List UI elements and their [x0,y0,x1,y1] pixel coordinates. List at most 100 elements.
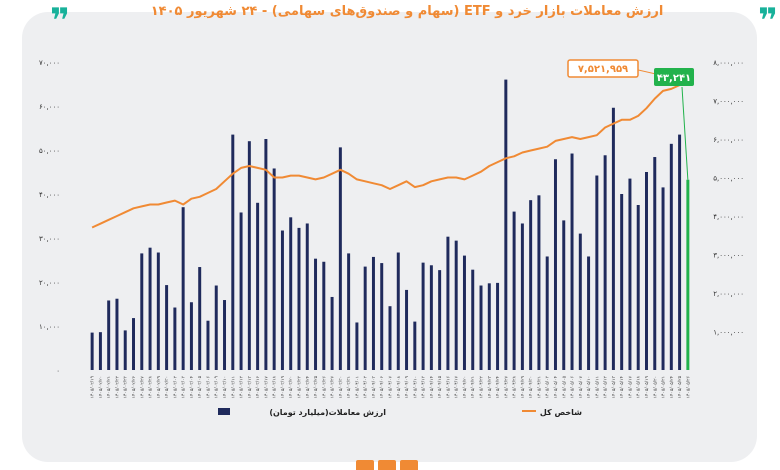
bar [363,266,367,370]
x-axis-tick-label: ۱۴۰۵/۰۳/۳۱ [346,376,352,398]
bar [388,306,392,370]
x-axis-tick-label: ۱۴۰۵/۰۴/۰۱ [354,376,360,398]
bar [173,307,177,370]
bar [140,253,144,370]
bar [578,233,582,370]
x-axis-tick-label: ۱۴۰۵/۰۵/۰۴ [553,375,559,398]
x-axis-tick-label: ۱۴۰۵/۰۳/۱۶ [255,376,261,398]
bar [206,320,210,370]
x-axis-tick-label: ۱۴۰۵/۰۳/۰۵ [197,375,203,398]
x-axis-tick-label: ۱۴۰۵/۰۴/۲۸ [512,375,518,398]
x-axis-tick-label: ۱۴۰۵/۰۴/۱۶ [445,376,451,398]
x-axis-tick-label: ۱۴۰۵/۰۳/۱۸ [272,375,278,398]
x-axis-tick-label: ۱۴۰۵/۰۵/۲۴ [669,375,675,398]
x-axis-tick-label: ۱۴۰۵/۰۲/۲۳ [123,375,129,398]
bar [628,178,632,370]
legend-bar-swatch [218,408,230,415]
x-axis-tick-label: ۱۴۰۵/۰۴/۰۸ [396,375,402,398]
bar [198,267,202,370]
bar [479,285,483,370]
left-axis-tick-label: ۵۰,۰۰۰ [39,147,60,155]
x-axis-tick-label: ۱۴۰۵/۰۴/۱۰ [412,376,418,398]
x-axis-tick-label: ۱۴۰۵/۰۲/۲۷ [139,375,145,398]
bar [280,230,284,370]
x-axis-tick-label: ۱۴۰۵/۰۲/۲۶ [131,376,137,398]
bar [661,187,665,370]
x-axis-tick-label: ۱۴۰۵/۰۴/۱۷ [454,375,460,398]
bar [314,258,318,370]
x-axis-tick-label: ۱۴۰۵/۰۵/۲۵ [677,375,683,398]
bar [231,134,235,370]
brand-logo-icon [356,460,418,470]
bar [132,318,135,370]
bar [413,321,417,370]
bar [115,298,119,370]
bar [165,285,169,370]
quote-mark-left-icon: ❞ [50,1,70,41]
bar [380,263,384,370]
x-axis-tick-label: ۱۴۰۵/۰۵/۱۲ [603,375,609,398]
bar [405,289,409,370]
bar-callout-value: ۴۳,۲۴۱ [657,73,691,84]
index-callout-value: ۷,۵۲۱,۹۵۹ [578,64,628,75]
x-axis-tick-label: ۱۴۰۵/۰۴/۲۰ [462,376,468,398]
right-axis-tick-label: ۱,۰۰۰,۰۰۰ [713,329,744,337]
bar [669,143,673,370]
x-axis-tick-label: ۱۴۰۵/۰۴/۰۳ [371,375,377,398]
bar [620,194,624,370]
bar [529,200,533,370]
bar [272,168,276,370]
left-axis-tick-label: ۲۰,۰۰۰ [39,279,60,287]
left-axis-tick-label: ۷۰,۰۰۰ [39,59,60,67]
x-axis-tick-label: ۱۴۰۵/۰۴/۱۵ [437,375,443,398]
x-axis-tick-label: ۱۴۰۵/۰۴/۰۲ [363,375,369,398]
bar [438,270,442,370]
x-axis-tick-label: ۱۴۰۵/۰۳/۱۱ [230,376,236,398]
x-axis-tick-label: ۱۴۰۵/۰۵/۰۳ [545,375,551,398]
x-axis-tick-label: ۱۴۰۵/۰۲/۲۰ [98,376,104,398]
bar [520,223,524,370]
bar [553,159,557,370]
bar [90,332,94,370]
bar [587,256,591,370]
left-axis-tick-label: ۱۰,۰۰۰ [39,323,60,331]
bar [156,252,160,370]
x-axis-tick-label: ۱۴۰۵/۰۳/۱۷ [263,375,269,398]
x-axis-tick-label: ۱۴۰۵/۰۲/۳۰ [164,376,170,398]
bar [98,332,102,370]
right-axis-tick-label: ۳,۰۰۰,۰۰۰ [713,252,744,260]
x-axis-tick-label: ۱۴۰۵/۰۴/۲۳ [487,375,493,398]
bar [537,195,541,370]
bar [330,296,334,370]
bar [487,283,491,370]
right-axis-tick-label: ۸,۰۰۰,۰۰۰ [713,59,744,67]
bar [636,205,640,370]
right-axis-tick-label: ۶,۰۰۰,۰۰۰ [713,136,744,144]
bar [570,153,574,370]
index-line [91,79,689,229]
x-axis-tick-label: ۱۴۰۵/۰۵/۲۶ [685,376,691,398]
x-axis-tick-label: ۱۴۰۵/۰۳/۰۳ [181,375,187,398]
x-axis-tick-label: ۱۴۰۵/۰۳/۰۲ [172,375,178,398]
left-axis-tick-label: ۰ [56,367,60,375]
bar [496,282,500,370]
x-axis-tick-label: ۱۴۰۵/۰۵/۱۳ [611,375,617,398]
bar [239,212,243,370]
bar [305,223,309,370]
left-axis-tick-label: ۶۰,۰۰۰ [39,103,60,111]
x-axis-tick-label: ۱۴۰۵/۰۳/۰۴ [189,375,195,398]
bar [264,139,268,370]
bar [247,141,251,370]
x-axis-tick-label: ۱۴۰۵/۰۵/۰۷ [578,375,584,398]
x-axis-tick-label: ۱۴۰۵/۰۲/۲۹ [156,375,162,398]
bar [678,134,682,370]
right-axis-tick-label: ۵,۰۰۰,۰۰۰ [713,175,744,183]
x-axis-tick-label: ۱۴۰۵/۰۳/۲۵ [313,375,319,398]
bar [214,285,218,370]
bar [338,147,342,370]
bar [371,256,375,370]
x-axis-tick-label: ۱۴۰۵/۰۴/۳۰ [528,376,534,398]
bar [355,322,359,370]
x-axis-tick-label: ۱۴۰۵/۰۳/۰۶ [205,376,211,398]
bar [322,261,326,370]
